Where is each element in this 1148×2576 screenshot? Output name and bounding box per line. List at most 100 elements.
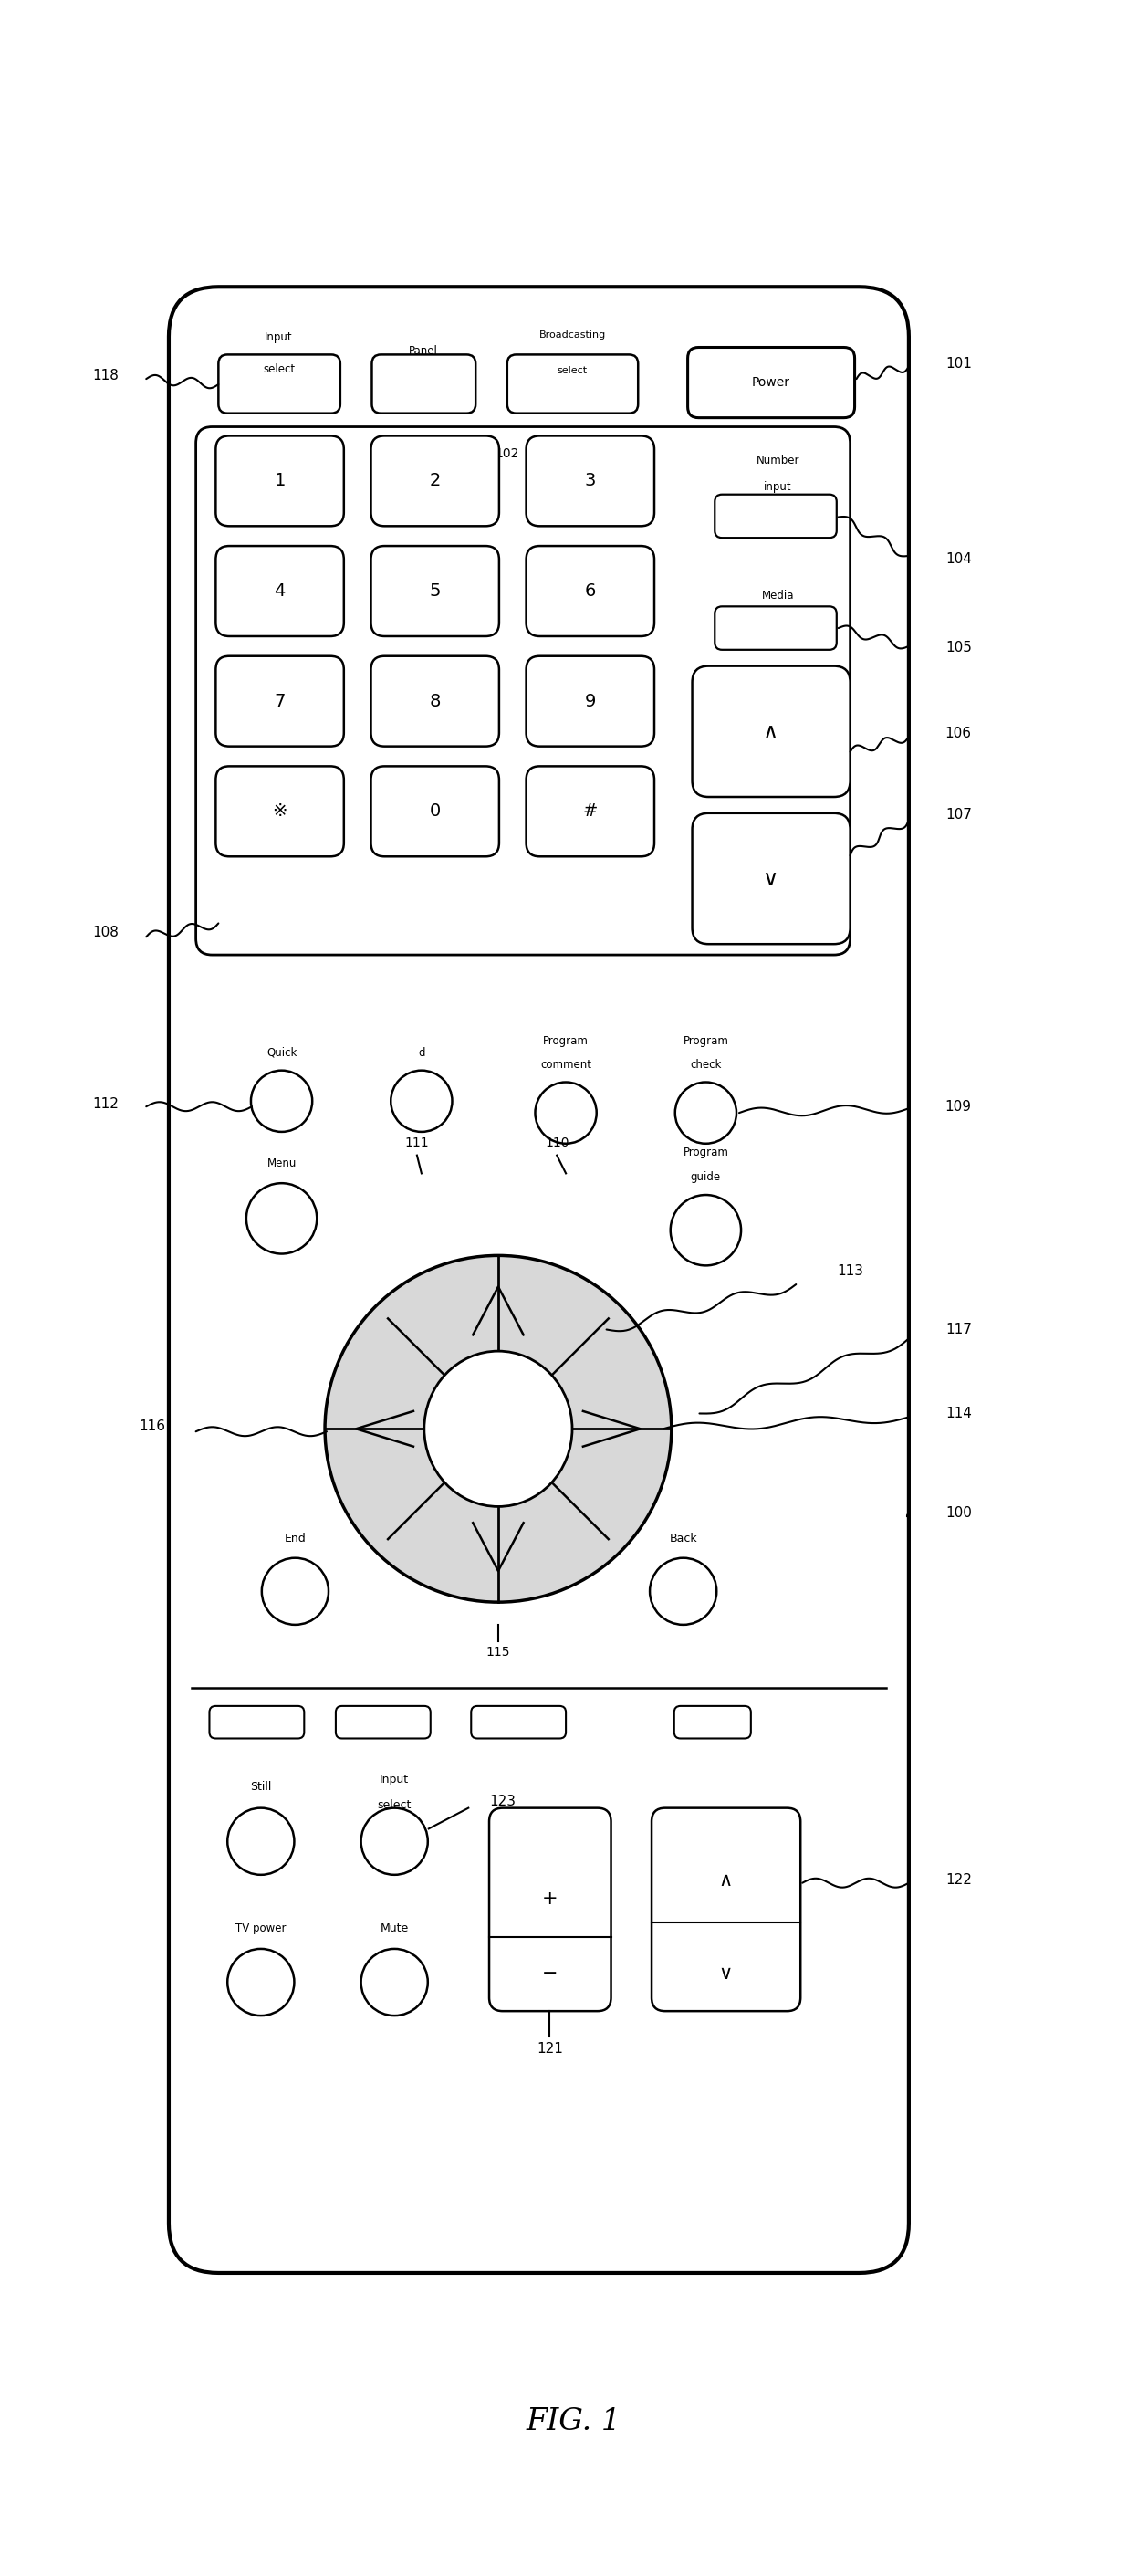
Text: 6: 6 bbox=[584, 582, 596, 600]
Text: 2: 2 bbox=[429, 471, 441, 489]
Text: −: − bbox=[542, 1963, 558, 1984]
Text: 103: 103 bbox=[396, 448, 420, 461]
Text: 113: 113 bbox=[837, 1265, 863, 1278]
FancyBboxPatch shape bbox=[216, 435, 344, 526]
Circle shape bbox=[262, 1558, 328, 1625]
Text: 7: 7 bbox=[274, 693, 286, 711]
FancyBboxPatch shape bbox=[371, 435, 499, 526]
Text: 109: 109 bbox=[945, 1100, 971, 1113]
Text: ∨: ∨ bbox=[719, 1963, 732, 1984]
Circle shape bbox=[251, 1072, 312, 1131]
FancyBboxPatch shape bbox=[652, 1808, 800, 2012]
Text: ∧: ∧ bbox=[719, 1870, 732, 1888]
Text: 111: 111 bbox=[405, 1136, 429, 1149]
Text: guide: guide bbox=[691, 1172, 721, 1182]
Text: input: input bbox=[763, 482, 792, 492]
Text: Mute: Mute bbox=[380, 1922, 409, 1935]
Circle shape bbox=[360, 1808, 428, 1875]
Text: 9: 9 bbox=[584, 693, 596, 711]
Text: 105: 105 bbox=[945, 641, 971, 654]
Circle shape bbox=[675, 1082, 737, 1144]
Text: 121: 121 bbox=[536, 2043, 563, 2056]
Text: #: # bbox=[583, 804, 598, 819]
Text: Program: Program bbox=[683, 1146, 729, 1159]
FancyBboxPatch shape bbox=[216, 765, 344, 855]
Circle shape bbox=[650, 1558, 716, 1625]
Text: Program: Program bbox=[683, 1036, 729, 1046]
Text: d: d bbox=[418, 1046, 425, 1059]
Text: ※: ※ bbox=[272, 804, 287, 819]
FancyBboxPatch shape bbox=[507, 355, 638, 412]
Text: ∨: ∨ bbox=[763, 868, 778, 891]
FancyBboxPatch shape bbox=[209, 1705, 304, 1739]
Text: Program: Program bbox=[543, 1036, 589, 1046]
Text: End: End bbox=[285, 1533, 307, 1546]
Circle shape bbox=[227, 1950, 294, 2014]
FancyBboxPatch shape bbox=[715, 495, 837, 538]
FancyBboxPatch shape bbox=[335, 1705, 430, 1739]
Text: 3: 3 bbox=[584, 471, 596, 489]
Text: 107: 107 bbox=[945, 809, 971, 822]
FancyBboxPatch shape bbox=[196, 428, 851, 956]
Text: 101: 101 bbox=[945, 355, 971, 371]
Text: Still: Still bbox=[250, 1780, 272, 1793]
FancyBboxPatch shape bbox=[371, 765, 499, 855]
Circle shape bbox=[227, 1808, 294, 1875]
Text: 102: 102 bbox=[495, 448, 519, 461]
Text: Quick: Quick bbox=[266, 1046, 297, 1059]
Text: 114: 114 bbox=[945, 1406, 971, 1419]
FancyBboxPatch shape bbox=[371, 657, 499, 747]
FancyBboxPatch shape bbox=[715, 605, 837, 649]
FancyBboxPatch shape bbox=[489, 1808, 611, 2012]
FancyBboxPatch shape bbox=[216, 546, 344, 636]
Text: select: select bbox=[557, 366, 588, 376]
Text: comment: comment bbox=[541, 1059, 591, 1072]
Text: Input: Input bbox=[265, 330, 293, 343]
Text: Number: Number bbox=[757, 453, 800, 466]
Text: 116: 116 bbox=[139, 1419, 165, 1432]
FancyBboxPatch shape bbox=[218, 355, 340, 412]
Text: Input: Input bbox=[380, 1772, 409, 1785]
Text: 117: 117 bbox=[945, 1321, 971, 1337]
Text: 0: 0 bbox=[429, 804, 441, 819]
Text: Back: Back bbox=[669, 1533, 697, 1546]
FancyBboxPatch shape bbox=[216, 657, 344, 747]
FancyBboxPatch shape bbox=[526, 546, 654, 636]
Circle shape bbox=[390, 1072, 452, 1131]
Text: Panel: Panel bbox=[409, 345, 437, 358]
Text: 123: 123 bbox=[489, 1795, 515, 1808]
Circle shape bbox=[247, 1182, 317, 1255]
Text: FIG. 1: FIG. 1 bbox=[527, 2406, 621, 2437]
FancyBboxPatch shape bbox=[372, 355, 475, 412]
Text: Broadcasting: Broadcasting bbox=[538, 330, 606, 340]
FancyBboxPatch shape bbox=[169, 286, 909, 2272]
Text: 100: 100 bbox=[945, 1507, 971, 1520]
FancyBboxPatch shape bbox=[692, 667, 851, 796]
FancyBboxPatch shape bbox=[688, 348, 854, 417]
Text: Media: Media bbox=[762, 590, 794, 603]
Ellipse shape bbox=[425, 1350, 572, 1507]
Text: 4: 4 bbox=[274, 582, 286, 600]
FancyBboxPatch shape bbox=[471, 1705, 566, 1739]
Text: 5: 5 bbox=[429, 582, 441, 600]
Text: 106: 106 bbox=[945, 726, 971, 739]
Text: select: select bbox=[263, 363, 295, 376]
FancyBboxPatch shape bbox=[674, 1705, 751, 1739]
Text: select: select bbox=[378, 1798, 411, 1811]
FancyBboxPatch shape bbox=[692, 814, 851, 943]
Ellipse shape bbox=[325, 1255, 672, 1602]
Text: 110: 110 bbox=[545, 1136, 569, 1149]
Text: 108: 108 bbox=[93, 925, 118, 940]
Text: Power: Power bbox=[752, 376, 790, 389]
Text: 8: 8 bbox=[429, 693, 441, 711]
Circle shape bbox=[535, 1082, 597, 1144]
Text: +: + bbox=[542, 1888, 558, 1906]
Text: 1: 1 bbox=[274, 471, 286, 489]
Text: 115: 115 bbox=[486, 1646, 510, 1659]
Text: 112: 112 bbox=[93, 1097, 118, 1110]
FancyBboxPatch shape bbox=[526, 657, 654, 747]
Text: ∧: ∧ bbox=[763, 721, 778, 742]
Circle shape bbox=[670, 1195, 742, 1265]
Circle shape bbox=[360, 1950, 428, 2014]
FancyBboxPatch shape bbox=[526, 765, 654, 855]
